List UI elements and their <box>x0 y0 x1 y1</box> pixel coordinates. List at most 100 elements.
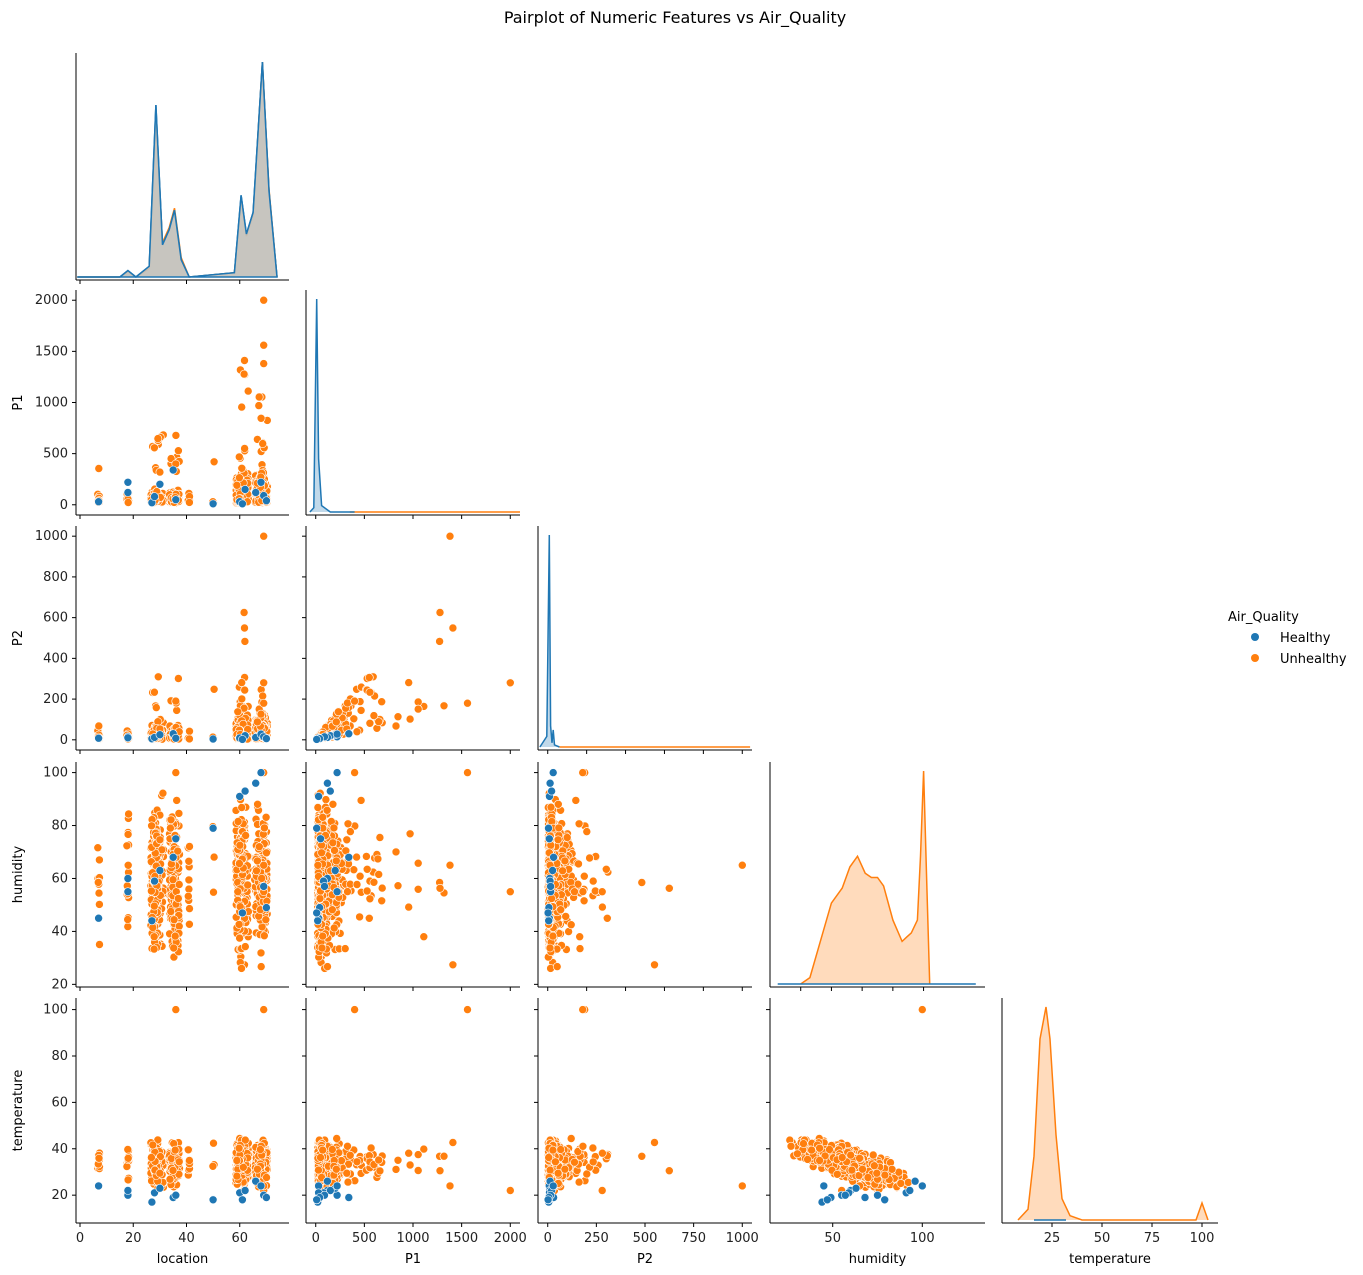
panel-P2-vs-P1 <box>302 526 520 754</box>
point-unhealthy <box>259 340 269 350</box>
point-unhealthy <box>95 940 104 949</box>
point-unhealthy <box>365 687 375 697</box>
point-healthy <box>94 733 103 743</box>
point-unhealthy <box>334 707 343 717</box>
point-healthy <box>123 488 133 497</box>
point-unhealthy <box>171 696 181 706</box>
point-unhealthy <box>94 464 104 473</box>
point-unhealthy <box>239 369 249 379</box>
point-unhealthy <box>413 704 423 714</box>
point-unhealthy <box>256 413 266 423</box>
point-unhealthy <box>172 796 181 805</box>
point-unhealthy <box>374 717 384 727</box>
point-healthy <box>312 735 322 744</box>
point-unhealthy <box>258 691 268 701</box>
y-tick-label: 200 <box>43 692 68 707</box>
point-unhealthy <box>350 696 359 706</box>
panel-P2-vs-location: 0 200 400 600 800 1000 P2 <box>11 526 289 754</box>
panel-location-vs-location <box>75 53 289 284</box>
y-tick-label: 600 <box>43 611 68 626</box>
y-tick-label: 20 <box>51 977 68 992</box>
point-healthy <box>171 495 181 505</box>
point-healthy <box>240 485 250 494</box>
point-unhealthy <box>185 498 194 507</box>
point-healthy <box>155 730 165 740</box>
point-unhealthy <box>235 473 244 483</box>
point-healthy <box>238 735 247 744</box>
point-unhealthy <box>243 386 253 396</box>
y-tick-label: 400 <box>43 651 68 666</box>
point-unhealthy <box>259 531 269 541</box>
point-healthy <box>168 465 178 475</box>
y-tick-label: 0 <box>60 733 68 748</box>
y-tick-label: 500 <box>43 447 68 462</box>
point-unhealthy <box>253 717 262 727</box>
point-unhealthy <box>240 356 249 365</box>
point-unhealthy <box>377 697 387 707</box>
point-healthy <box>251 488 260 497</box>
point-unhealthy <box>237 694 247 704</box>
point-unhealthy <box>237 678 246 687</box>
point-unhealthy <box>209 887 218 897</box>
point-unhealthy <box>463 698 472 708</box>
point-unhealthy <box>232 480 242 490</box>
point-healthy <box>208 499 218 509</box>
point-unhealthy <box>448 623 458 633</box>
point-unhealthy <box>240 444 249 453</box>
point-unhealthy <box>93 843 103 853</box>
point-unhealthy <box>240 685 249 695</box>
point-unhealthy <box>505 678 515 688</box>
point-healthy <box>171 733 181 743</box>
point-unhealthy <box>150 443 159 453</box>
point-unhealthy <box>404 678 414 687</box>
point-unhealthy <box>331 717 341 727</box>
point-healthy <box>123 733 133 743</box>
y-tick-label: 1000 <box>35 529 68 544</box>
point-unhealthy <box>352 727 362 737</box>
y-tick-label: 800 <box>43 570 68 585</box>
point-unhealthy <box>259 295 269 305</box>
point-unhealthy <box>356 706 366 715</box>
point-healthy <box>208 734 218 744</box>
point-unhealthy <box>174 674 183 683</box>
point-unhealthy <box>209 457 219 467</box>
point-unhealthy <box>391 721 401 731</box>
point-unhealthy <box>237 463 247 473</box>
point-unhealthy <box>254 401 264 410</box>
point-unhealthy <box>152 703 161 712</box>
point-unhealthy <box>171 431 181 440</box>
point-unhealthy <box>237 402 246 412</box>
point-healthy <box>94 497 103 507</box>
point-unhealthy <box>155 467 165 477</box>
point-unhealthy <box>405 714 415 724</box>
point-unhealthy <box>172 706 181 715</box>
point-unhealthy <box>240 623 249 633</box>
y-axis-label: P2 <box>11 630 26 646</box>
point-unhealthy <box>123 498 133 507</box>
y-axis-label: humidity <box>11 845 26 903</box>
chart-title: Pairplot of Numeric Features vs Air_Qual… <box>504 8 846 28</box>
point-unhealthy <box>209 852 219 862</box>
point-healthy <box>238 499 247 509</box>
y-tick-label: 1500 <box>35 344 68 359</box>
point-unhealthy <box>259 698 269 708</box>
point-unhealthy <box>343 698 352 708</box>
point-unhealthy <box>258 439 268 448</box>
point-unhealthy <box>239 608 249 617</box>
point-healthy <box>332 729 342 739</box>
point-healthy <box>150 492 159 501</box>
point-unhealthy <box>154 672 163 682</box>
point-unhealthy <box>259 359 269 368</box>
y-tick-label: 80 <box>51 819 68 834</box>
point-healthy <box>262 734 271 743</box>
point-unhealthy <box>259 678 269 688</box>
point-unhealthy <box>256 709 266 719</box>
y-tick-label: 1000 <box>35 396 68 411</box>
point-unhealthy <box>254 392 264 402</box>
point-healthy <box>155 479 165 489</box>
panel-P2-vs-P2 <box>537 526 752 754</box>
point-unhealthy <box>393 712 403 722</box>
